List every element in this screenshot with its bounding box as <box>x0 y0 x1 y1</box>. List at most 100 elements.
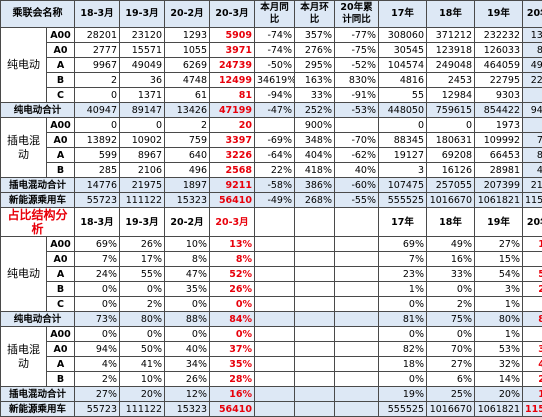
value-cell: 126033 <box>475 43 523 58</box>
blank-cell <box>255 267 295 282</box>
ratio-cell: 80% <box>475 312 523 327</box>
ratio-cell: 10% <box>120 372 165 387</box>
value-cell: 20 <box>210 118 255 133</box>
value-cell: 21024 <box>523 178 542 193</box>
ratio-cell: 555525 <box>379 402 427 417</box>
value-cell: 22017 <box>523 73 542 88</box>
ratio-cell: 0% <box>379 327 427 342</box>
value-cell: 232232 <box>475 28 523 43</box>
ratio-cell: 41% <box>120 357 165 372</box>
ratio-cell: 0% <box>75 327 120 342</box>
ratio-category-bev: 纯电动 <box>1 237 47 312</box>
value-cell: 15323 <box>165 193 210 208</box>
value-cell: 21975 <box>120 178 165 193</box>
value-cell: 4748 <box>165 73 210 88</box>
value-cell: 900% <box>295 118 335 133</box>
value-cell: 249048 <box>427 58 475 73</box>
header-name: 乘联会名称 <box>1 1 75 28</box>
ratio-title: 占比结构分析 <box>1 208 75 237</box>
value-cell: 69208 <box>427 148 475 163</box>
ratio-cell: 8% <box>165 252 210 267</box>
value-cell: 2568 <box>210 163 255 178</box>
segment-label: A <box>47 267 75 282</box>
ratio-category-phev: 插电混动 <box>1 327 47 387</box>
ratio-cell: 82% <box>379 342 427 357</box>
ratio-row: A4%41%34%35%18%27%32%42% <box>1 357 542 372</box>
blank-cell <box>295 342 335 357</box>
ratio-cell: 1016670 <box>427 402 475 417</box>
ratio-cell: 53% <box>523 267 542 282</box>
value-cell: -58% <box>255 178 295 193</box>
ratio-cell: 0% <box>75 282 120 297</box>
header-col: 19年 <box>475 1 523 28</box>
ratio-cell: 0% <box>210 297 255 312</box>
ratio-row: C0%2%0%0%0%2%1%0% <box>1 297 542 312</box>
value-cell: 348% <box>295 133 335 148</box>
value-cell: 7969 <box>523 133 542 148</box>
ratio-cell: 56410 <box>210 402 255 417</box>
ratio-cell: 2% <box>120 297 165 312</box>
segment-label: A0 <box>47 43 75 58</box>
blank-cell <box>255 282 295 297</box>
ratio-cell: 2% <box>427 297 475 312</box>
phev-total-row-label: 插电混动合计 <box>1 178 75 193</box>
value-cell: 49049 <box>120 58 165 73</box>
ratio-cell: 82% <box>523 312 542 327</box>
ratio-cell: 33% <box>427 267 475 282</box>
ratio-cell: 49% <box>427 237 475 252</box>
value-cell: 4816 <box>379 73 427 88</box>
blank-cell <box>255 372 295 387</box>
category-bev: 纯电动 <box>1 28 47 103</box>
ratio-cell: 2% <box>75 372 120 387</box>
value-cell: 111122 <box>120 193 165 208</box>
ratio-cell: 12% <box>165 387 210 402</box>
blank-cell <box>295 327 335 342</box>
ratio-cell: 69% <box>75 237 120 252</box>
ratio-cell: 26% <box>210 282 255 297</box>
value-cell: 104574 <box>379 58 427 73</box>
ratio-cell: 47% <box>165 267 210 282</box>
ratio-cell: 0% <box>523 297 542 312</box>
bev-total-row-label: 纯电动合计 <box>1 103 75 118</box>
ratio-col: 19年 <box>475 208 523 237</box>
value-cell: 464059 <box>475 58 523 73</box>
blank-cell <box>255 312 295 327</box>
value-cell: 207399 <box>475 178 523 193</box>
segment-label: A <box>47 148 75 163</box>
ratio-cell: 13% <box>210 237 255 252</box>
ratio-cell: 15% <box>475 252 523 267</box>
header-col: 本月同比 <box>255 1 295 28</box>
ratio-cell: 32% <box>475 357 523 372</box>
ratio-cell: 0% <box>165 297 210 312</box>
ratio-cell: 69% <box>379 237 427 252</box>
value-cell: 3 <box>379 163 427 178</box>
ratio-cell: 0% <box>165 327 210 342</box>
ratio-cell: 26% <box>165 372 210 387</box>
blank-cell <box>335 357 379 372</box>
value-cell: 88345 <box>379 133 427 148</box>
ratio-cell: 37% <box>210 342 255 357</box>
value-cell: 71 <box>523 118 542 133</box>
blank-cell <box>295 312 335 327</box>
value-cell: -94% <box>255 88 295 103</box>
blank-cell <box>295 402 335 417</box>
ratio-cell: 3% <box>475 282 523 297</box>
header-col: 本月环比 <box>295 1 335 28</box>
blank-cell <box>335 267 379 282</box>
value-cell: 123918 <box>427 43 475 58</box>
ratio-cell: 7% <box>75 252 120 267</box>
value-cell <box>255 118 295 133</box>
value-cell <box>335 118 379 133</box>
value-cell: 599 <box>75 148 120 163</box>
segment-label: C <box>47 88 75 103</box>
ratio-cell: 52% <box>210 267 255 282</box>
value-cell: 14776 <box>75 178 120 193</box>
nev-total-row-label: 新能源乘用车 <box>1 193 75 208</box>
ratio-cell: 23% <box>379 267 427 282</box>
